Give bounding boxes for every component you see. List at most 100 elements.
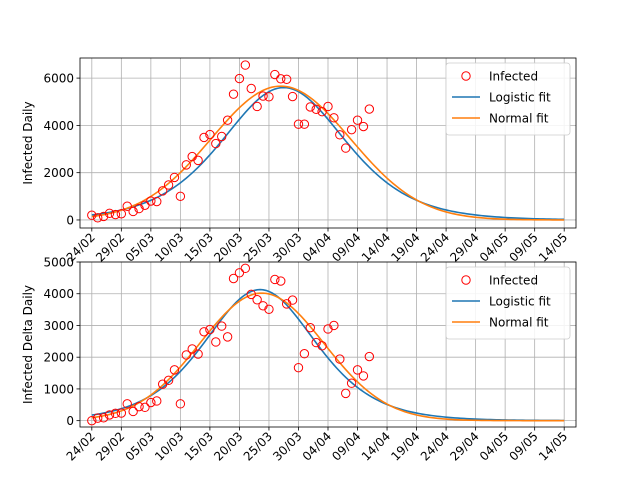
- data-point: [276, 276, 286, 286]
- x-tick-label: 04/04: [300, 429, 334, 463]
- data-point: [98, 211, 109, 222]
- x-tick-label: 25/03: [241, 230, 275, 264]
- data-point: [146, 397, 156, 408]
- series-line-logistic-fit: [91, 288, 565, 422]
- data-point: [281, 74, 292, 84]
- data-point: [246, 83, 256, 94]
- data-point: [193, 349, 203, 359]
- data-point: [234, 73, 245, 84]
- data-point: [140, 402, 150, 413]
- data-point: [270, 69, 280, 80]
- series-line-logistic-fit: [91, 86, 565, 221]
- data-point: [87, 415, 97, 426]
- data-point: [199, 327, 209, 337]
- data-point: [128, 206, 138, 217]
- x-tick-label: 25/03: [241, 429, 275, 463]
- x-tick-label: 14/05: [536, 230, 570, 264]
- x-tick-label: 19/04: [388, 230, 422, 264]
- data-point: [93, 413, 103, 423]
- legend-label: Infected: [489, 70, 538, 84]
- data-point: [329, 113, 339, 123]
- data-point: [252, 295, 262, 305]
- legend-label: Logistic fit: [489, 295, 551, 309]
- plot-frame: [79, 261, 577, 428]
- data-point: [211, 337, 221, 347]
- chart-panel-2: 24/0229/0205/0310/0315/0320/0325/0330/03…: [21, 256, 577, 464]
- y-tick-label: 0: [66, 414, 74, 428]
- data-point: [299, 349, 310, 359]
- data-point: [163, 375, 174, 386]
- x-tick-label: 14/04: [359, 230, 393, 264]
- data-point: [116, 209, 127, 219]
- data-point: [341, 388, 351, 399]
- data-point: [346, 124, 357, 135]
- legend: Infected Logistic fit Normal fit: [445, 62, 571, 136]
- data-point: [110, 408, 121, 419]
- legend-label: Normal fit: [489, 112, 549, 126]
- x-tick-label: 04/04: [300, 230, 334, 264]
- x-tick-label: 30/03: [270, 230, 304, 264]
- data-point: [305, 102, 315, 112]
- x-tick-label: 09/05: [506, 429, 540, 463]
- data-point: [352, 115, 363, 125]
- data-point: [152, 196, 162, 207]
- data-point: [228, 89, 239, 99]
- data-point: [217, 131, 227, 142]
- series-line-normal-fit: [91, 292, 565, 422]
- data-point: [276, 74, 286, 84]
- data-point: [157, 186, 168, 196]
- data-point: [346, 378, 357, 388]
- data-point: [234, 268, 245, 278]
- x-tick-label: 30/03: [270, 429, 304, 463]
- legend-marker: [461, 275, 471, 285]
- y-tick-label: 4000: [43, 287, 74, 301]
- data-point: [364, 104, 375, 114]
- data-point: [317, 106, 327, 117]
- x-tick-label: 09/04: [329, 429, 363, 463]
- legend-label: Infected: [489, 274, 538, 288]
- y-tick-label: 3000: [43, 319, 74, 333]
- data-point: [175, 191, 186, 202]
- data-point: [217, 321, 227, 331]
- data-point: [181, 350, 191, 360]
- data-point: [87, 210, 97, 220]
- data-point: [264, 304, 274, 314]
- data-point: [169, 172, 180, 183]
- data-point: [93, 213, 103, 223]
- data-point: [311, 104, 321, 115]
- x-tick-label: 05/03: [123, 429, 157, 463]
- data-point: [335, 354, 345, 364]
- x-tick-label: 29/04: [447, 429, 481, 463]
- x-tick-label: 15/03: [182, 230, 216, 264]
- x-tick-label: 20/03: [211, 429, 245, 463]
- y-tick-label: 5000: [43, 256, 74, 270]
- data-point: [169, 365, 180, 375]
- data-point: [134, 401, 144, 412]
- x-tick-label: 24/04: [418, 429, 452, 463]
- data-point: [323, 101, 333, 112]
- data-point: [122, 399, 132, 409]
- data-point: [299, 119, 310, 129]
- data-point: [98, 413, 109, 423]
- x-tick-label: 24/04: [418, 230, 452, 264]
- data-point: [146, 196, 156, 206]
- data-point: [252, 101, 262, 112]
- legend-label: Normal fit: [489, 316, 549, 330]
- legend-marker: [461, 71, 471, 81]
- x-tick-label: 14/04: [359, 429, 393, 463]
- x-tick-label: 29/02: [93, 429, 127, 463]
- data-point: [187, 344, 197, 354]
- y-tick-label: 4000: [43, 119, 74, 133]
- data-point: [110, 209, 121, 220]
- data-point: [222, 115, 233, 125]
- x-tick-label: 24/02: [64, 429, 98, 463]
- data-point: [352, 365, 363, 375]
- data-point: [311, 337, 321, 348]
- data-point: [358, 371, 369, 381]
- data-point: [264, 92, 274, 102]
- x-tick-label: 10/03: [152, 429, 186, 463]
- x-tick-label: 29/02: [93, 230, 127, 264]
- data-point: [163, 180, 174, 190]
